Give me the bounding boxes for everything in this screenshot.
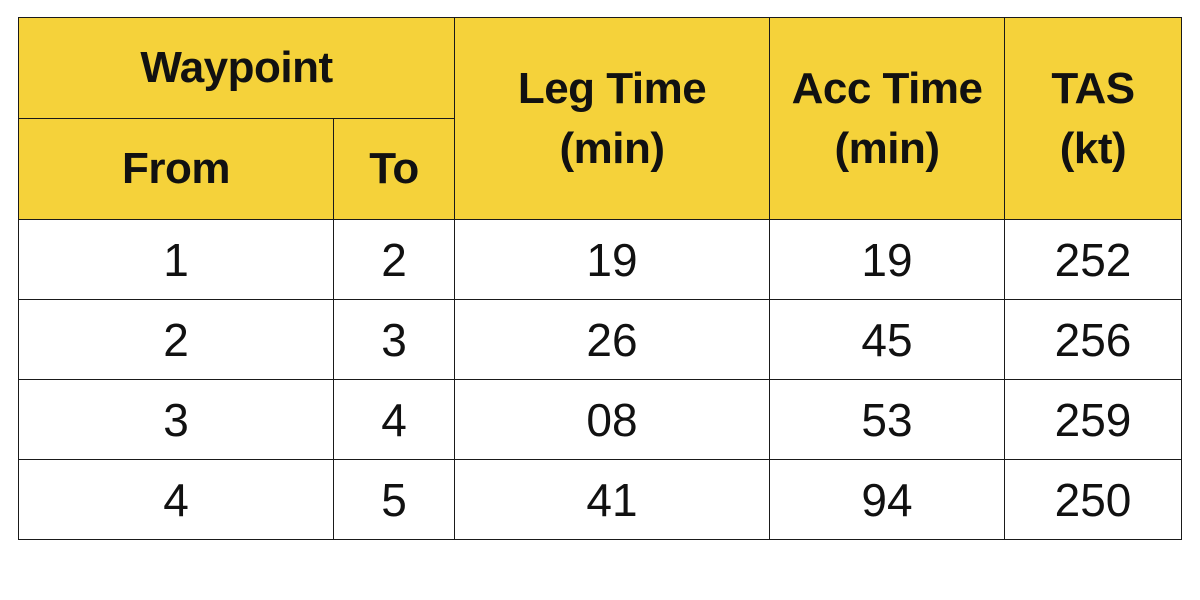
- leg-time-header: Leg Time (min): [454, 17, 770, 220]
- table-row: 2 3 26 45 256: [18, 299, 1182, 380]
- tas-cell: 252: [1004, 219, 1182, 300]
- acc-time-cell: 19: [769, 219, 1005, 300]
- leg-time-label: Leg Time: [517, 63, 707, 113]
- to-cell: 4: [333, 379, 455, 460]
- from-cell: 1: [18, 219, 334, 300]
- acc-time-header: Acc Time (min): [769, 17, 1005, 220]
- leg-time-cell: 19: [454, 219, 770, 300]
- tas-cell: 256: [1004, 299, 1182, 380]
- tas-cell: 250: [1004, 459, 1182, 540]
- acc-time-label: Acc Time: [791, 63, 983, 113]
- tas-label: TAS: [1051, 63, 1135, 113]
- waypoint-header: Waypoint: [18, 17, 455, 119]
- acc-time-unit: (min): [834, 123, 940, 173]
- table-row: 1 2 19 19 252: [18, 219, 1182, 300]
- acc-time-cell: 53: [769, 379, 1005, 460]
- table-row: 3 4 08 53 259: [18, 379, 1182, 460]
- acc-time-cell: 94: [769, 459, 1005, 540]
- from-cell: 4: [18, 459, 334, 540]
- from-header: From: [18, 118, 334, 220]
- leg-time-cell: 26: [454, 299, 770, 380]
- tas-unit: (kt): [1059, 123, 1127, 173]
- from-cell: 3: [18, 379, 334, 460]
- tas-cell: 259: [1004, 379, 1182, 460]
- table-row: 4 5 41 94 250: [18, 459, 1182, 540]
- acc-time-cell: 45: [769, 299, 1005, 380]
- tas-header: TAS (kt): [1004, 17, 1182, 220]
- to-cell: 5: [333, 459, 455, 540]
- leg-time-unit: (min): [559, 123, 665, 173]
- flight-log-table-container: Waypoint Leg Time (min) Acc Time (min) T…: [18, 17, 1182, 540]
- to-cell: 2: [333, 219, 455, 300]
- to-header: To: [333, 118, 455, 220]
- leg-time-cell: 08: [454, 379, 770, 460]
- leg-time-cell: 41: [454, 459, 770, 540]
- to-cell: 3: [333, 299, 455, 380]
- from-cell: 2: [18, 299, 334, 380]
- flight-log-table: Waypoint Leg Time (min) Acc Time (min) T…: [18, 17, 1182, 540]
